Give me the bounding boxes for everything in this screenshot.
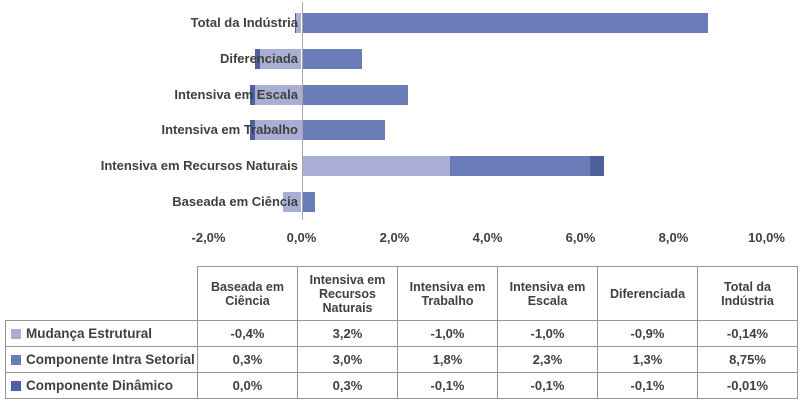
category-label: Intensiva em Recursos Naturais	[100, 158, 298, 174]
series-label: Componente Intra Setorial	[26, 352, 195, 367]
bar-segment-series1	[255, 84, 302, 105]
x-axis-tick-label: -2,0%	[191, 230, 226, 245]
value-cell: -0,01%	[697, 372, 798, 399]
bar-segment-series2	[301, 84, 409, 105]
bar-segment-series3	[589, 156, 604, 177]
value-cell: -0,14%	[697, 320, 798, 347]
series-label-cell: Mudança Estrutural	[5, 320, 198, 347]
value-cell: -1,0%	[497, 320, 598, 347]
legend-key-swatch	[11, 355, 21, 365]
bar-segment-series2	[301, 120, 386, 141]
series-label-cell: Componente Dinâmico	[5, 372, 198, 399]
series-label: Componente Dinâmico	[26, 378, 174, 393]
value-cell: 0,3%	[297, 372, 398, 399]
value-cell: 2,3%	[497, 346, 598, 373]
bar-segment-series1	[282, 192, 302, 212]
bar-segment-series2	[301, 13, 709, 33]
column-header: Baseada em Ciência	[197, 266, 298, 321]
value-cell: -1,0%	[397, 320, 498, 347]
value-cell: 1,8%	[397, 346, 498, 373]
category-label: Diferenciada	[219, 50, 298, 66]
bar-segment-series1	[301, 156, 451, 177]
series-label: Mudança Estrutural	[26, 326, 153, 341]
value-cell: -0,9%	[597, 320, 698, 347]
column-header: Intensiva em Escala	[497, 266, 598, 321]
zero-axis-line	[301, 2, 303, 220]
legend-key-swatch	[11, 329, 21, 339]
bar-segment-series1	[255, 120, 302, 141]
value-cell: -0,1%	[497, 372, 598, 399]
value-cell: -0,1%	[597, 372, 698, 399]
bar-segment-series2	[450, 156, 590, 177]
column-header: Total da Indústria	[697, 266, 798, 321]
bar-segment-series1	[294, 13, 302, 33]
value-cell: 3,0%	[297, 346, 398, 373]
x-axis-tick-label: 6,0%	[565, 230, 596, 245]
x-axis-tick-label: 4,0%	[472, 230, 503, 245]
category-label: Intensiva em Escala	[174, 86, 298, 102]
x-axis-tick-label: 0,0%	[286, 230, 317, 245]
value-cell: 0,0%	[197, 372, 298, 399]
bar-segment-series2	[301, 48, 362, 69]
value-cell: 1,3%	[597, 346, 698, 373]
x-axis-tick-label: 8,0%	[658, 230, 689, 245]
data-table: Baseada em Ciência Intensiva em Recursos …	[5, 266, 798, 399]
x-axis-tick-label: 2,0%	[379, 230, 410, 245]
bar-segment-series3	[255, 48, 260, 69]
column-header: Intensiva em Recursos Naturais	[297, 266, 398, 321]
x-axis-tick-label: 10,0%	[748, 230, 785, 245]
value-cell: 3,2%	[297, 320, 398, 347]
category-label: Intensiva em Trabalho	[161, 122, 298, 138]
column-header: Intensiva em Trabalho	[397, 266, 498, 321]
column-header: Diferenciada	[597, 266, 698, 321]
legend-key-swatch	[11, 381, 21, 391]
bar-segment-series2	[301, 192, 316, 212]
bar-segment-series1	[259, 48, 302, 69]
bar-segment-series3	[250, 84, 255, 105]
table-corner-cell	[5, 266, 198, 321]
stacked-bar-chart: Total da Indústria Diferenciada Intensiva …	[100, 2, 785, 245]
value-cell: 8,75%	[697, 346, 798, 373]
value-cell: -0,1%	[397, 372, 498, 399]
value-cell: 0,3%	[197, 346, 298, 373]
bar-segment-series3	[250, 120, 255, 141]
series-label-cell: Componente Intra Setorial	[5, 346, 198, 373]
value-cell: -0,4%	[197, 320, 298, 347]
category-label: Baseada em Ciência	[172, 194, 298, 209]
category-label: Total da Indústria	[190, 15, 298, 30]
